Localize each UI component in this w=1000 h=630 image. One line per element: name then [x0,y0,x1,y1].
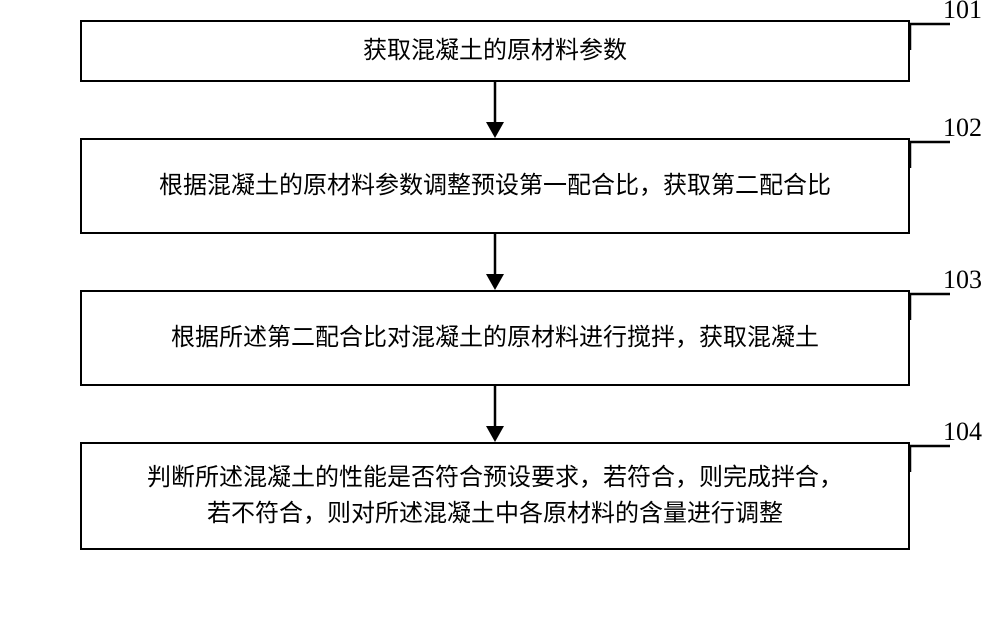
step-box-102: 根据混凝土的原材料参数调整预设第一配合比，获取第二配合比 102 [80,138,910,234]
step-label-bracket-102: 102 [908,138,998,198]
step-label-num: 104 [943,412,982,451]
step-text: 根据混凝土的原材料参数调整预设第一配合比，获取第二配合比 [159,168,831,204]
step-label-num: 101 [943,0,982,29]
step-label-bracket-101: 101 [908,20,998,80]
step-box-103: 根据所述第二配合比对混凝土的原材料进行搅拌，获取混凝土 103 [80,290,910,386]
arrow-2 [80,234,910,290]
flowchart-container: 获取混凝土的原材料参数 101 根据混凝土的原材料参数调整预设第一配合比，获取第… [80,20,910,550]
arrow-1 [80,82,910,138]
arrow-3 [80,386,910,442]
step-label-num: 103 [943,260,982,299]
step-box-104: 判断所述混凝土的性能是否符合预设要求，若符合，则完成拌合， 若不符合，则对所述混… [80,442,910,550]
step-box-101: 获取混凝土的原材料参数 101 [80,20,910,82]
step-text-line2: 若不符合，则对所述混凝土中各原材料的含量进行调整 [207,496,783,532]
step-text: 根据所述第二配合比对混凝土的原材料进行搅拌，获取混凝土 [171,320,819,356]
step-label-bracket-104: 104 [908,442,998,502]
step-text-line1: 判断所述混凝土的性能是否符合预设要求，若符合，则完成拌合， [147,460,843,496]
step-text: 获取混凝土的原材料参数 [363,33,627,69]
step-label-num: 102 [943,108,982,147]
step-label-bracket-103: 103 [908,290,998,350]
